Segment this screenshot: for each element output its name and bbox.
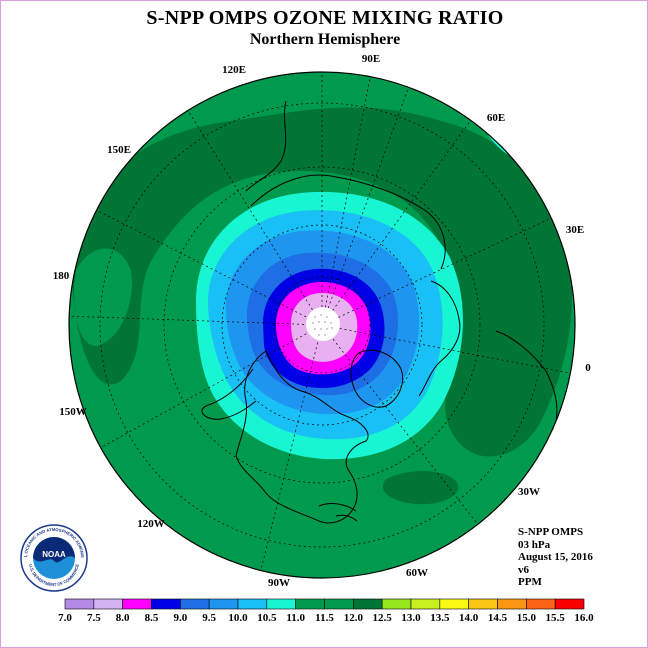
longitude-label: 120W — [137, 518, 165, 530]
longitude-label: 150E — [107, 144, 131, 156]
coastline-asia — [250, 174, 446, 270]
ozone-field — [69, 72, 575, 578]
colorbar-cell — [180, 598, 210, 610]
colorbar-label: 9.0 — [173, 612, 187, 624]
colorbar-cell — [468, 598, 498, 610]
meridian-line — [187, 110, 313, 310]
colorbar-cell — [93, 598, 123, 610]
colorbar-label: 12.0 — [344, 612, 364, 624]
meridian-line — [339, 328, 571, 374]
meridian-line — [100, 333, 307, 448]
longitude-labels: 90E 60E 30E 0 30W 60W 90W 120W 150W 180 150E 120E — [53, 53, 592, 589]
longitude-label: 30W — [518, 486, 540, 498]
colorbar-cell — [266, 598, 296, 610]
longitude-label: 90W — [268, 577, 290, 589]
info-units: PPM — [518, 576, 542, 588]
colorbar-label: 14.5 — [488, 612, 508, 624]
graticule — [69, 72, 571, 571]
longitude-label: 180 — [53, 270, 70, 282]
colorbar-label: 8.5 — [145, 612, 159, 624]
colorbar-label: 11.5 — [315, 612, 334, 624]
colorbar-label: 15.5 — [546, 612, 566, 624]
colorbar-cell — [324, 598, 354, 610]
colorbar: 7.0 7.5 8.0 8.5 9.0 9.5 10.0 10.5 11.0 11.5 12.0 12… — [58, 598, 594, 624]
north-pole-dot-pattern — [312, 314, 333, 336]
longitude-label: 0 — [585, 362, 591, 374]
colorbar-cell — [526, 598, 556, 610]
colorbar-label: 8.0 — [116, 612, 130, 624]
colorbar-labels: 7.0 7.5 8.0 8.5 9.0 9.5 10.0 10.5 11.0 11.5 12.0 12… — [58, 612, 594, 624]
colorbar-cell — [554, 598, 585, 610]
ozone-region-12.0-12.5 — [71, 107, 572, 457]
meridian-line — [260, 342, 318, 571]
page-subtitle: Northern Hemisphere — [249, 31, 401, 48]
colorbar-label: 10.5 — [257, 612, 277, 624]
colorbar-label: 11.0 — [286, 612, 305, 624]
colorbar-cell — [439, 598, 469, 610]
longitude-label: 150W — [59, 406, 87, 418]
meridian-line — [332, 338, 479, 525]
colorbar-label: 9.5 — [202, 612, 216, 624]
latitude-circle — [99, 102, 545, 548]
colorbar-label: 7.0 — [58, 612, 72, 624]
map-boundary — [68, 71, 576, 579]
colorbar-label: 12.5 — [373, 612, 393, 624]
coastline-greenland — [350, 349, 404, 408]
polar-map: 90E 60E 30E 0 30W 60W 90W 120W 150W 180 150E 120E — [53, 53, 592, 589]
colorbar-cell — [151, 598, 181, 610]
colorbar-cell — [64, 598, 95, 610]
colorbar-label: 14.0 — [459, 612, 479, 624]
page-title: S-NPP OMPS OZONE MIXING RATIO — [146, 7, 504, 29]
coastline-east-asia — [245, 100, 287, 192]
colorbar-cell — [237, 598, 268, 610]
colorbar-label: 16.0 — [574, 612, 594, 624]
noaa-logo: NATIONAL OCEANIC AND ATMOSPHERIC ADMINIS… — [19, 523, 88, 592]
meridian-line — [332, 120, 471, 311]
colorbar-label: 10.0 — [228, 612, 248, 624]
colorbar-cell — [122, 598, 152, 610]
colorbar-label: 15.0 — [517, 612, 537, 624]
info-panel: S-NPP OMPS 03 hPa August 15, 2016 v6 PPM — [518, 526, 593, 589]
meridians — [69, 72, 571, 571]
info-pressure: 03 hPa — [518, 538, 551, 551]
colorbar-cell — [353, 598, 383, 610]
colorbar-cells — [64, 598, 585, 610]
longitude-label: 30E — [566, 224, 584, 236]
longitude-label: 60E — [487, 112, 505, 124]
coastline-alaska — [201, 368, 257, 420]
info-version: v6 — [518, 563, 529, 576]
info-date: August 15, 2016 — [518, 551, 593, 563]
ozone-region-11.5-12.0 — [74, 248, 132, 346]
meridian-line — [327, 87, 409, 309]
coastlines — [201, 100, 558, 524]
longitude-label: 90E — [362, 53, 380, 65]
logo-noaa-text: NOAA — [42, 550, 66, 559]
colorbar-label: 13.0 — [401, 612, 421, 624]
colorbar-cell — [295, 598, 325, 610]
latitude-circle — [163, 166, 481, 484]
ozone-region-12.0-12.5 — [382, 471, 459, 505]
meridian-line — [325, 76, 371, 308]
colorbar-label: 13.5 — [430, 612, 450, 624]
logo-bird-shape — [33, 537, 75, 563]
coastline-europe — [418, 280, 461, 397]
colorbar-label: 7.5 — [87, 612, 101, 624]
coastline-africa — [495, 330, 558, 432]
longitude-label: 60W — [406, 567, 428, 579]
info-instrument: S-NPP OMPS — [518, 526, 584, 538]
colorbar-cell — [381, 598, 412, 610]
meridian-line — [69, 315, 305, 325]
colorbar-cell — [410, 598, 441, 610]
meridian-line — [96, 209, 307, 318]
longitude-label: 120E — [222, 64, 246, 76]
coastline-caribbean — [318, 503, 358, 522]
colorbar-cell — [208, 598, 239, 610]
colorbar-cell — [497, 598, 527, 610]
north-pole-missing-data — [306, 307, 340, 341]
meridian-line — [338, 217, 552, 318]
